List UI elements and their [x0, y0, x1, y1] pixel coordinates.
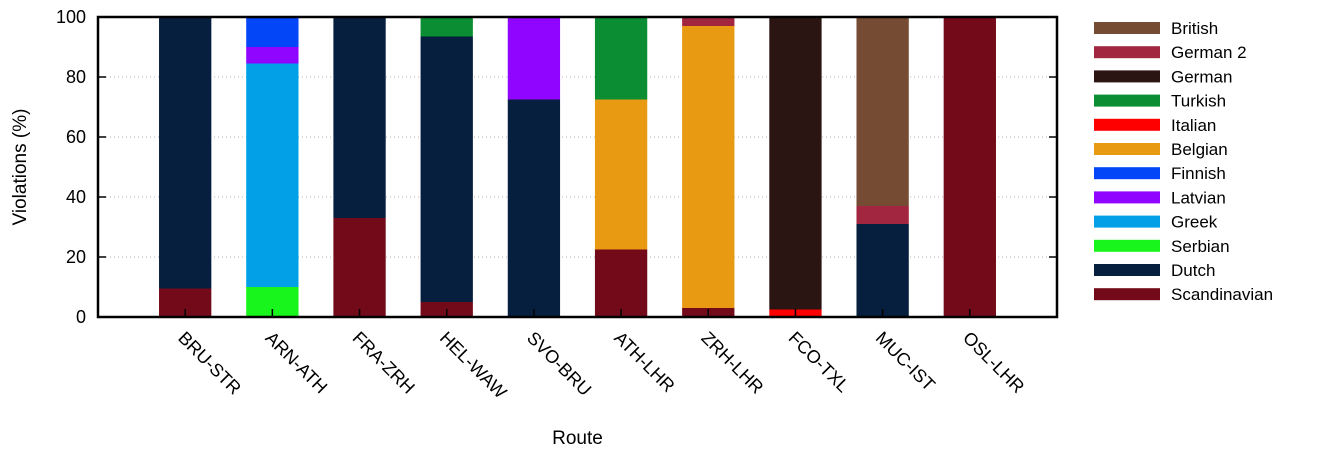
bar-segment [507, 99, 561, 317]
y-tick-label: 20 [66, 247, 86, 267]
bar-segment [856, 206, 909, 224]
bar-segment [246, 63, 299, 287]
bar-segment [333, 218, 386, 317]
bar-segment [682, 26, 735, 308]
grid-lines [98, 76, 1057, 258]
x-tick-label: MUC-IST [872, 328, 939, 395]
legend-swatch [1094, 46, 1160, 59]
y-tick-label: 0 [76, 307, 86, 327]
legend-label: German 2 [1171, 43, 1247, 62]
bar-segment [507, 17, 561, 100]
bar-segment [159, 17, 212, 289]
y-axis-title: Violations (%) [10, 109, 31, 226]
bar-segment [333, 17, 386, 218]
bar-segment [856, 224, 909, 317]
bar-segment [246, 17, 299, 47]
legend-swatch [1094, 191, 1160, 204]
legend-swatch [1094, 215, 1160, 228]
bars [159, 17, 996, 317]
bar-segment [420, 36, 473, 302]
x-axis-title: Route [552, 428, 603, 449]
bar-segment [594, 17, 648, 100]
legend-swatch [1094, 264, 1160, 276]
y-tick-label: 80 [66, 67, 86, 87]
plot-frame [96, 15, 1059, 319]
y-axis: 0 20 40 60 80 100 [56, 7, 1057, 327]
x-tick-label: FRA-ZRH [349, 328, 419, 398]
legend-label: Italian [1171, 116, 1216, 135]
bar-segment [420, 17, 473, 37]
bar-segment [682, 17, 735, 26]
legend-label: Latvian [1171, 188, 1226, 207]
x-tick-label: OSL-LHR [959, 328, 1028, 397]
x-axis: BRU-STR ARN-ATH FRA-ZRH HEL-WAW SVO-BRU ATH-L… [174, 309, 1028, 402]
bar-segment [943, 17, 996, 317]
x-tick-label: ATH-LHR [610, 328, 678, 396]
bar-segment [856, 17, 909, 206]
x-tick-label: SVO-BRU [523, 328, 595, 400]
y-tick-label: 60 [66, 127, 86, 147]
y-tick-label: 100 [56, 7, 86, 27]
legend-swatch [1094, 239, 1160, 252]
legend-label: Greek [1171, 213, 1218, 232]
legend-swatch [1094, 22, 1160, 34]
x-tick-label: FCO-TXL [785, 328, 854, 397]
legend-label: Dutch [1171, 261, 1215, 280]
y-tick-label: 40 [66, 187, 86, 207]
x-tick-label: BRU-STR [174, 328, 245, 399]
legend-label: Serbian [1171, 237, 1230, 256]
legend-swatch [1094, 167, 1160, 180]
bar-segment [594, 249, 648, 317]
legend-swatch [1094, 70, 1160, 83]
legend-swatch [1094, 94, 1160, 107]
legend-label: Finnish [1171, 164, 1226, 183]
x-tick-label: ZRH-LHR [697, 328, 767, 398]
bar-segment [769, 17, 822, 310]
legend-label: German [1171, 67, 1232, 86]
legend-label: Scandinavian [1171, 285, 1273, 304]
legend-label: British [1171, 19, 1218, 38]
bar-segment [594, 99, 648, 250]
legend-label: Turkish [1171, 92, 1226, 111]
legend-swatch [1094, 118, 1160, 131]
bar-segment [246, 47, 299, 64]
legend-label: Belgian [1171, 140, 1228, 159]
legend: British German 2 German Turkish Italian Belgi… [1094, 19, 1273, 304]
legend-swatch [1094, 143, 1160, 155]
x-tick-label: ARN-ATH [262, 328, 332, 398]
legend-swatch [1094, 288, 1160, 301]
x-tick-label: HEL-WAW [436, 328, 511, 403]
